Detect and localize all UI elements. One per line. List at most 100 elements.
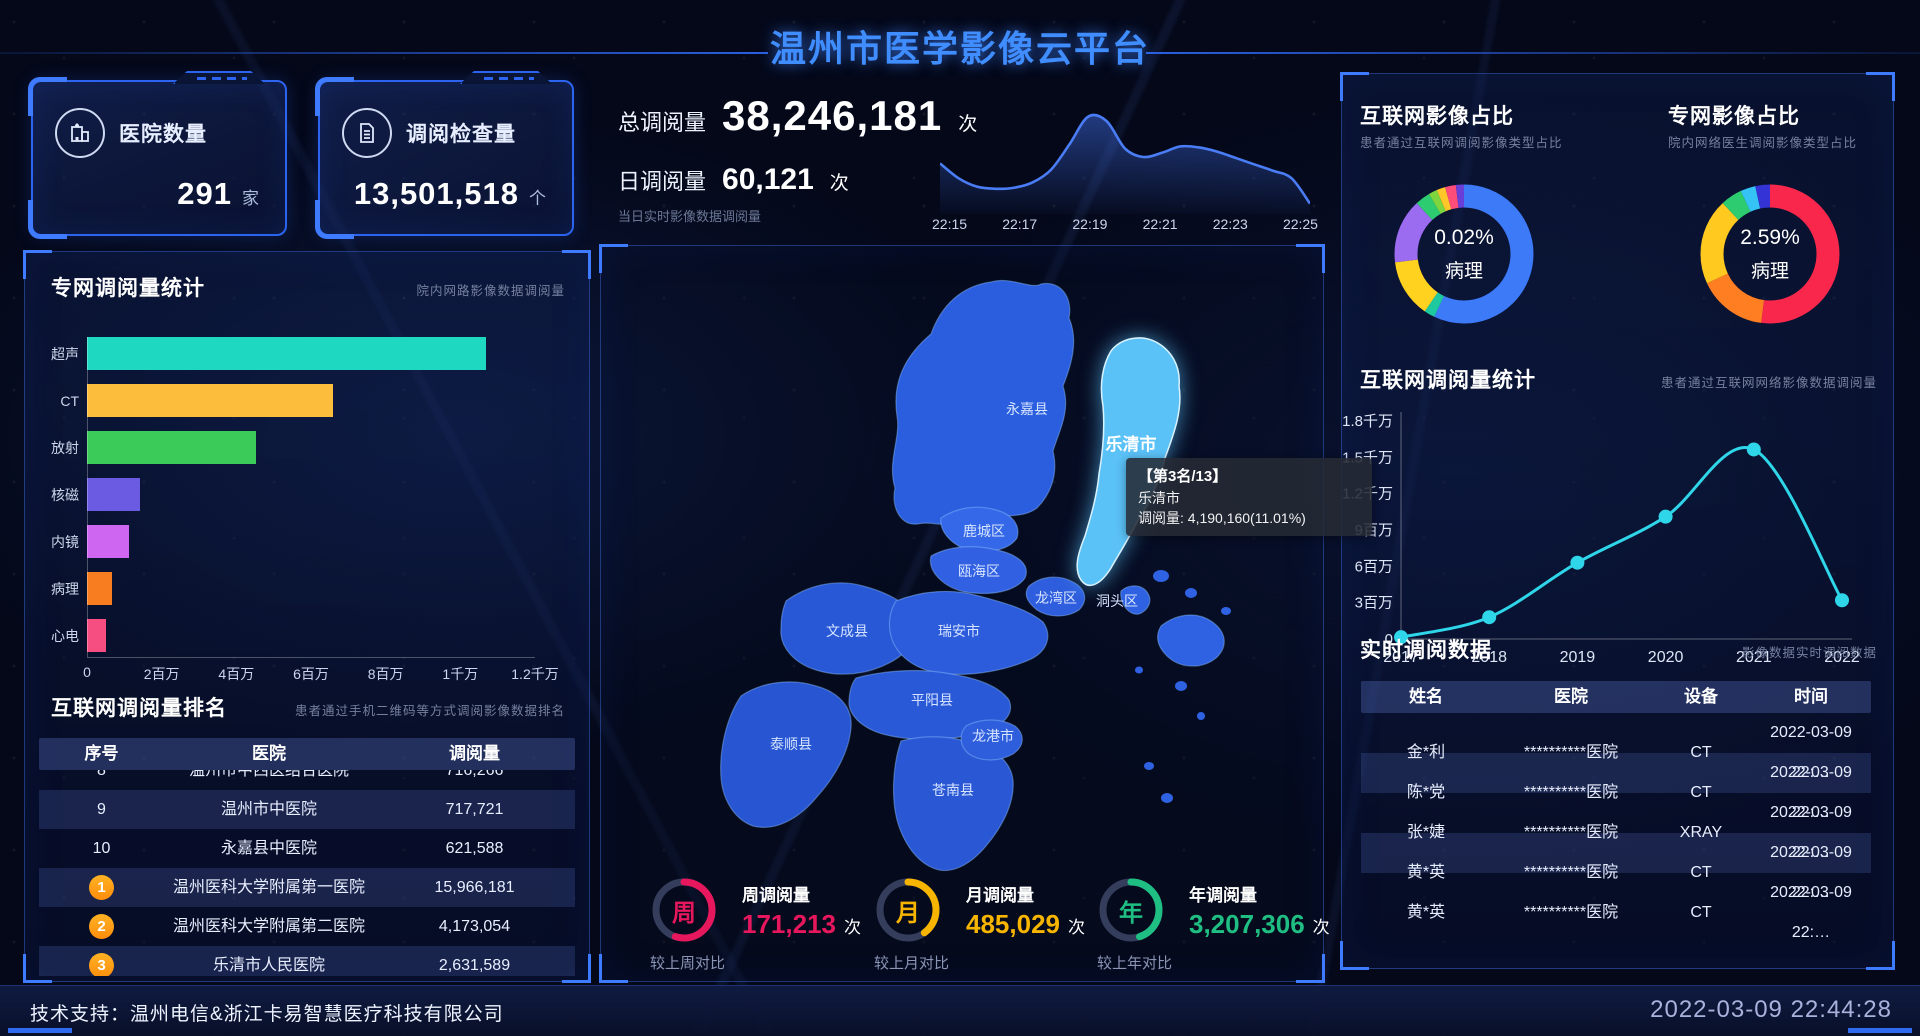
left-panel: 专网调阅量统计 院内网路影像数据调阅量 超声 CT 放射 核磁 内镜 病理 心电 0 2百万 4… — [23, 250, 591, 983]
realtime-time-cell: 2022-03-09 22:… — [1770, 884, 1852, 941]
bar-axis-tick-label: 1.2千万 — [511, 666, 559, 682]
svg-text:瑞安市: 瑞安市 — [938, 623, 980, 639]
donut-center-value: 2.59% — [1740, 225, 1800, 249]
map-region-dongtou[interactable] — [1120, 585, 1151, 615]
map-region-ruian[interactable] — [888, 590, 1049, 675]
svg-text:2019: 2019 — [1560, 649, 1596, 666]
bar-axis-tick-label: 2百万 — [143, 666, 180, 682]
realtime-device-cell: XRAY — [1679, 824, 1723, 841]
ranking-table-row: 2 温州医科大学附属第二医院 4,173,054 — [39, 907, 575, 946]
ranking-hospital-cell: 乐清市人民医院 — [212, 957, 325, 974]
bar-value-fill — [87, 619, 107, 652]
time-tick-label: 22:19 — [1072, 216, 1108, 232]
realtime-table-row: 陈*党 **********医院 CT 2022-03-09 22:… — [1361, 753, 1871, 821]
internet-share-donut-ring — [1394, 184, 1534, 324]
gauge-unit: 次 — [1067, 918, 1085, 937]
realtime-name-cell: 黄*英 — [1406, 904, 1446, 921]
bar-track — [87, 572, 535, 605]
tooltip-region: 乐清市 — [1138, 489, 1180, 506]
rank-badge: 2 — [89, 914, 114, 940]
today-trend-area-chart — [940, 113, 1310, 214]
svg-text:1.8千万: 1.8千万 — [1342, 413, 1393, 430]
bar-category-label: 病理 — [51, 580, 79, 597]
rank-badge: 3 — [89, 953, 114, 976]
ranking-hospital-cell: 温州医科大学附属第二医院 — [172, 918, 365, 935]
bar-category-label: CT — [60, 392, 79, 409]
svg-text:2021: 2021 — [1736, 649, 1772, 666]
realtime-hospital-cell: **********医院 — [1523, 824, 1619, 841]
card-notch-decoration — [173, 71, 265, 84]
ranking-hospital-cell: 温州医科大学附属第一医院 — [172, 879, 365, 896]
svg-text:泰顺县: 泰顺县 — [770, 736, 812, 752]
stat-card-unit: 家 — [242, 189, 259, 208]
map-region-longgang[interactable] — [960, 719, 1023, 761]
svg-text:文成县: 文成县 — [826, 623, 868, 639]
ranking-table-row: 3 乐清市人民医院 2,631,589 — [39, 946, 575, 976]
map-region-yongjia[interactable] — [891, 280, 1075, 527]
realtime-title: 实时调阅数据 — [1360, 639, 1492, 662]
bar-category-label: 超声 — [51, 345, 79, 362]
ranking-table-header: 序号 医院 调阅量 — [39, 738, 575, 770]
svg-text:0: 0 — [1385, 631, 1393, 648]
ranking-column-header: 调阅量 — [449, 744, 500, 763]
realtime-name-cell: 张*婕 — [1406, 824, 1446, 841]
bar-axis-tick-label: 4百万 — [218, 666, 255, 682]
internet-trend-line-chart: 03百万6百万9百万1.2千万1.5千万1.8千万201720182019202… — [1342, 412, 1860, 666]
ranking-value-cell: 717,721 — [445, 801, 504, 818]
gauge-compare-note: 较上年对比 — [1097, 955, 1173, 972]
stat-card-value: 13,501,518 — [353, 176, 519, 211]
realtime-table-row: 黄*英 **********医院 CT 2022-03-09 22:… — [1361, 873, 1871, 941]
gauge-label: 月调阅量 — [966, 886, 1034, 905]
time-tick-label: 22:25 — [1282, 216, 1318, 232]
bar-category-label: 心电 — [51, 627, 79, 644]
svg-text:永嘉县: 永嘉县 — [1006, 401, 1048, 417]
svg-text:龙港市: 龙港市 — [972, 728, 1014, 744]
gauge-周调阅量: 周 周调阅量 171,213 次较上周对比 — [642, 871, 872, 972]
bar-category-label: 放射 — [51, 439, 79, 456]
bar-row: 内镜 — [25, 525, 535, 558]
svg-text:龙湾区: 龙湾区 — [1035, 590, 1077, 606]
bar-category-label: 核磁 — [51, 486, 79, 503]
bar-value-fill — [87, 384, 333, 417]
map-region-ouhai[interactable] — [929, 546, 1027, 595]
realtime-device-cell: CT — [1690, 864, 1712, 881]
gauge-label: 年调阅量 — [1189, 886, 1257, 905]
map-region-wencheng[interactable] — [780, 582, 918, 675]
svg-text:洞头区: 洞头区 — [1096, 593, 1138, 609]
ranking-table-row: 8 温州市中西医结合医院 716,266 — [39, 770, 575, 790]
bar-chart-x-axis-line — [87, 657, 535, 658]
ranking-table-rows: 8 温州市中西医结合医院 716,266 9 温州市中医院 717,721 10 永嘉县中医院… — [39, 770, 575, 976]
ranking-hospital-cell: 温州市中西医结合医院 — [188, 770, 349, 779]
private-share-title: 专网影像占比 — [1668, 105, 1800, 128]
stat-card-value: 291 — [177, 176, 232, 211]
realtime-column-header: 时间 — [1794, 687, 1828, 706]
svg-text:2018: 2018 — [1471, 649, 1507, 666]
realtime-column-header: 姓名 — [1409, 687, 1443, 706]
ranking-value-cell: 15,966,181 — [434, 879, 515, 896]
realtime-column-header: 医院 — [1554, 687, 1588, 706]
internet-share-donut: 0.02% 病理 — [1394, 184, 1534, 324]
ranking-table-row: 10 永嘉县中医院 621,588 — [39, 829, 575, 868]
bar-row: CT — [25, 384, 535, 417]
map-region-longwan[interactable] — [1025, 576, 1086, 617]
svg-text:6百万: 6百万 — [1355, 558, 1393, 575]
map-region-lucheng[interactable] — [940, 506, 1019, 553]
ranking-value-cell: 621,588 — [445, 840, 504, 857]
map-small-islands — [1135, 570, 1231, 803]
map-region-taishun[interactable] — [720, 681, 852, 828]
private-share-donut-ring — [1700, 184, 1840, 324]
gauge-ring — [652, 878, 716, 942]
gauge-value: 485,029 — [966, 909, 1060, 939]
gauge-value-row: 3,207,306 次 — [1189, 909, 1330, 940]
gauge-unit: 次 — [843, 918, 861, 937]
private-bar-title: 专网调阅量统计 — [51, 277, 205, 300]
internet-trend-subtitle: 患者通过互联网网络影像数据调阅量 — [1660, 376, 1877, 390]
ranking-table-viewport: 8 温州市中西医结合医院 716,266 9 温州市中医院 717,721 10 永嘉县中医院… — [39, 770, 575, 976]
time-tick-label: 22:17 — [1002, 216, 1038, 232]
bar-row: 核磁 — [25, 478, 535, 511]
ranking-rank-cell: 1 — [39, 868, 164, 907]
gauge-value: 171,213 — [742, 909, 836, 939]
ranking-rank-cell: 10 — [92, 840, 111, 857]
bar-chart-y-axis-line — [87, 337, 88, 657]
